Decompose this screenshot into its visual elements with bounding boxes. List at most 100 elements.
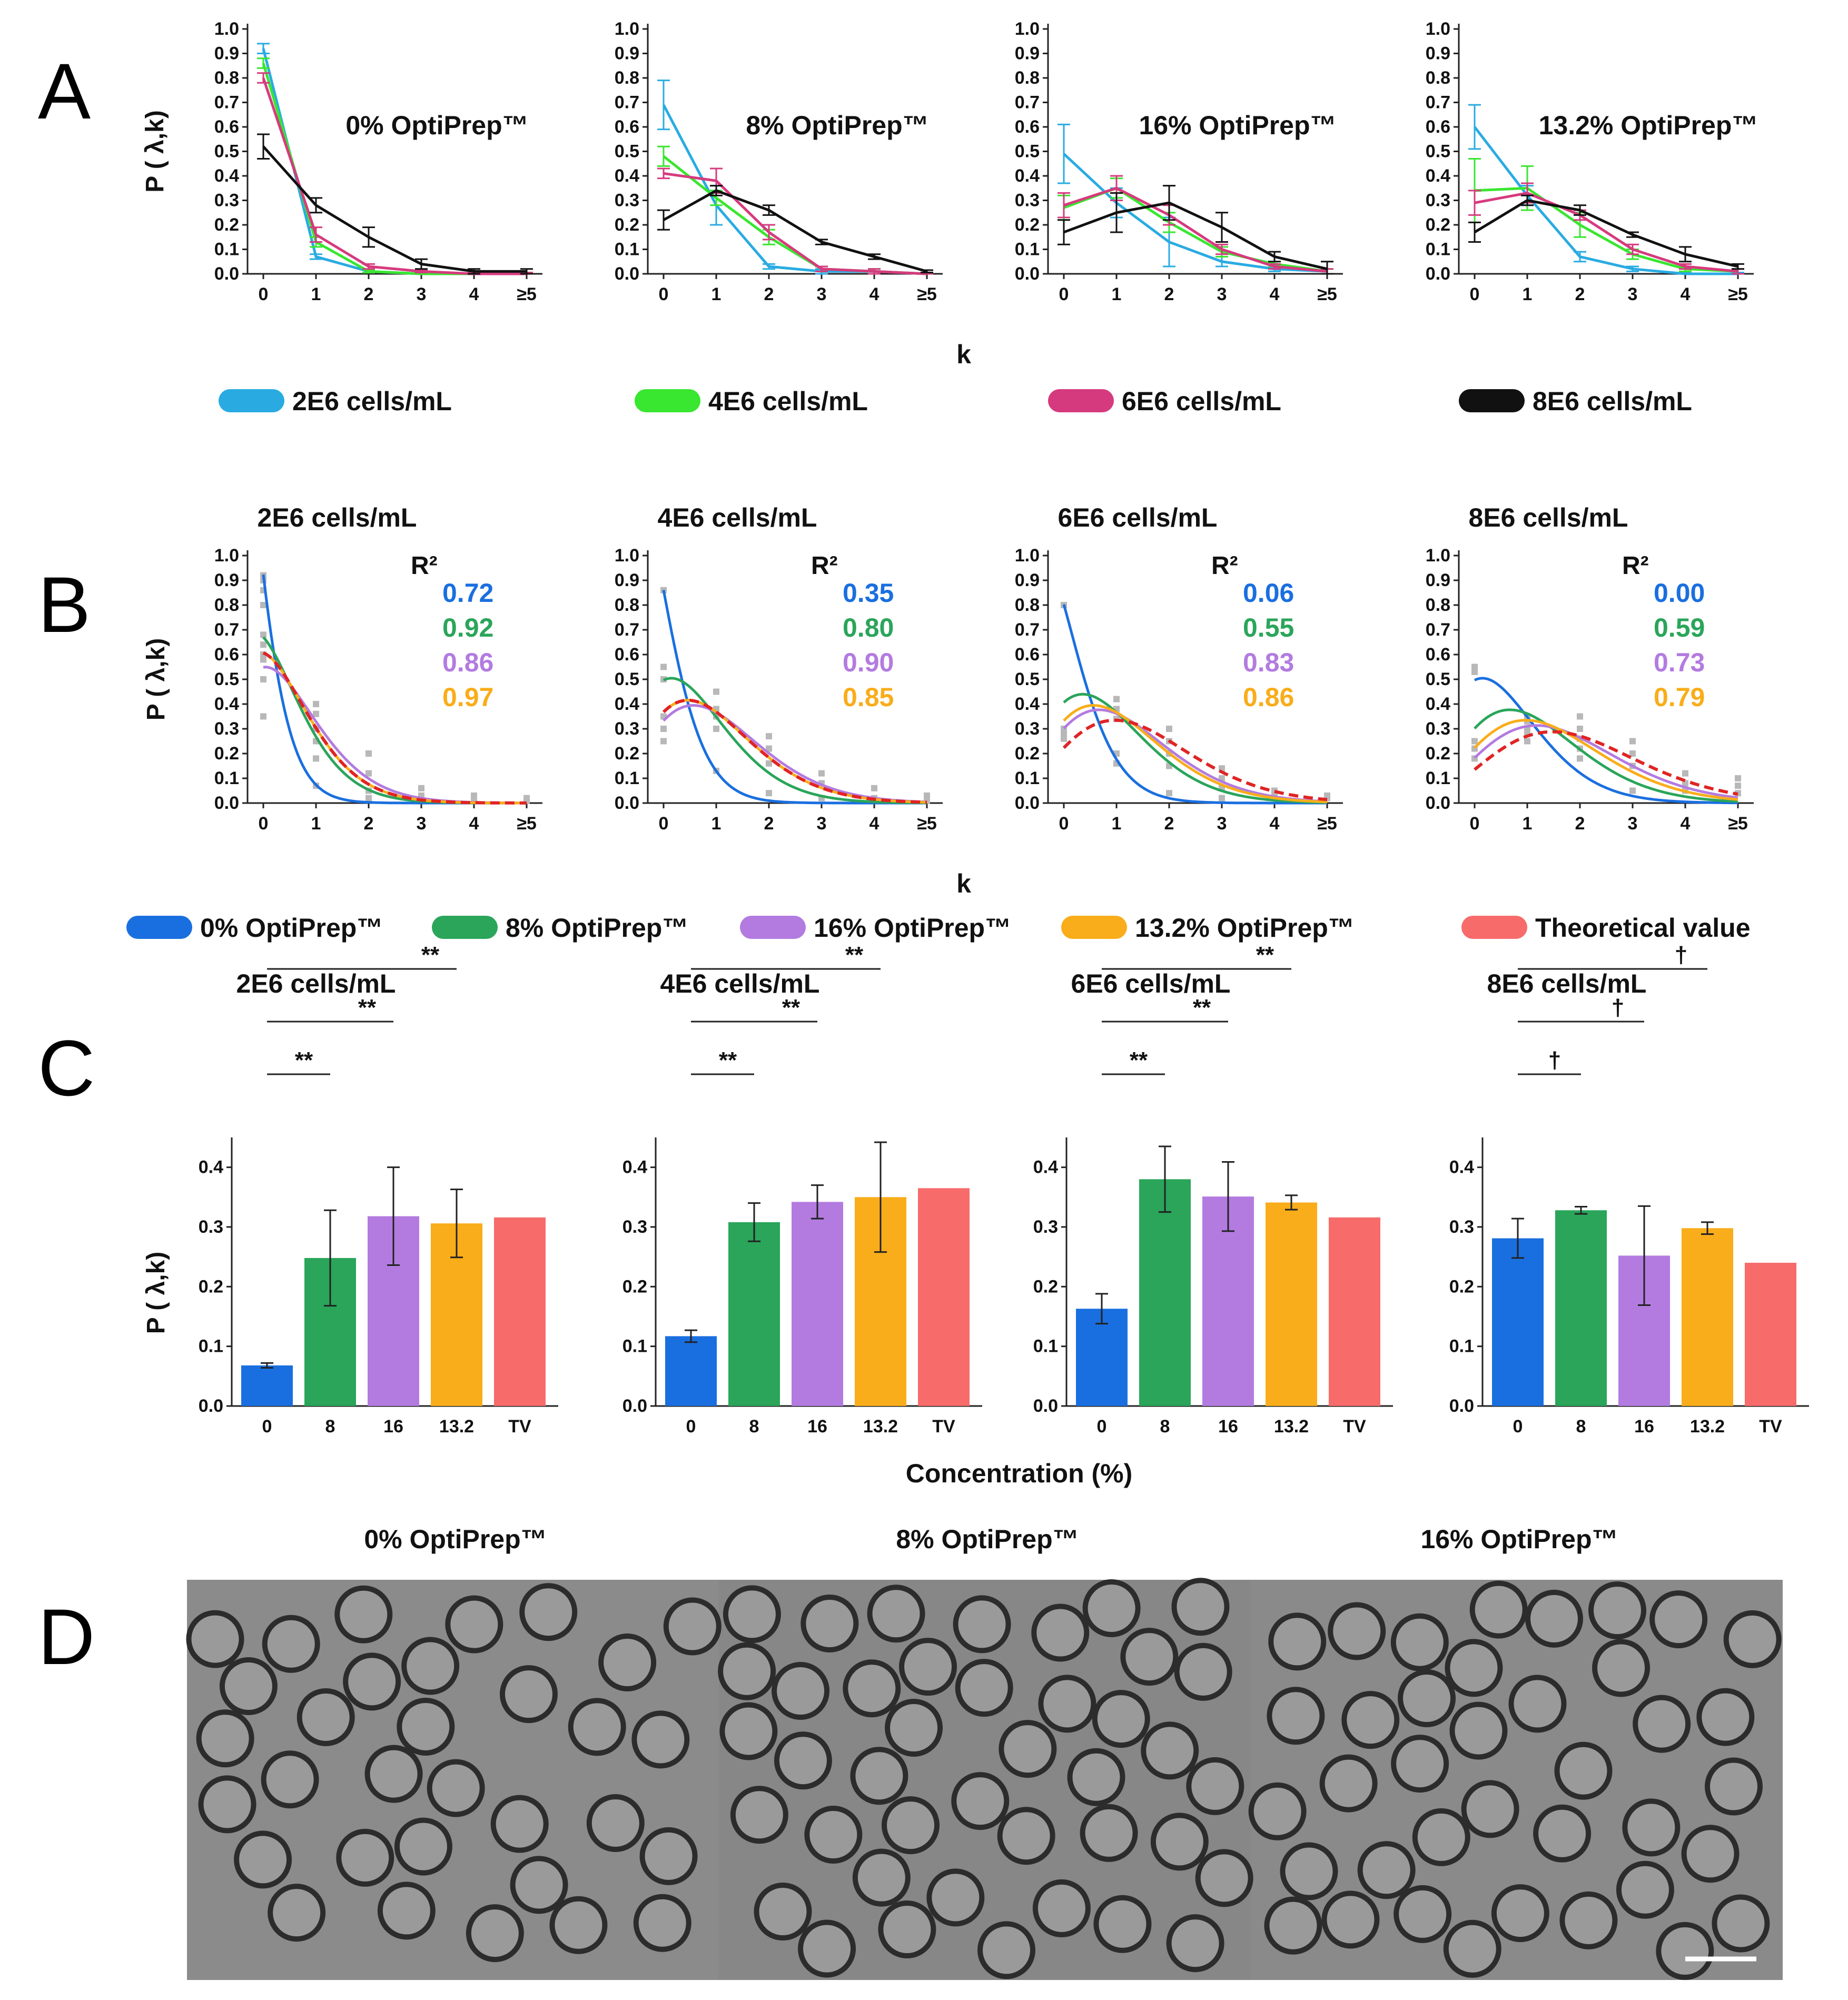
panel-c-sub1-sig-label: ** — [782, 995, 801, 1021]
panel-b-sub1-data-point — [713, 726, 719, 732]
panel-c-sub3-x-tick-label: 8 — [1576, 1417, 1586, 1437]
panel-b-sub2-y-tick-label: 0.0 — [1015, 793, 1040, 813]
panel-c-sub3-sig-label: † — [1612, 995, 1624, 1021]
droplet — [466, 1904, 524, 1963]
droplet — [598, 1633, 657, 1692]
panel-a-sub0-x-tick-label: 2 — [364, 284, 374, 304]
droplet — [730, 1786, 788, 1844]
droplet — [1357, 1841, 1416, 1899]
panel-a-sub0-x-tick-label: 1 — [311, 284, 321, 304]
panel-b-sub0-x-tick-label: 0 — [259, 814, 269, 834]
panel-a-sub2-title: 16% OptiPrep™ — [1139, 111, 1336, 140]
panel-a-sub2-x-tick-label: 4 — [1270, 284, 1280, 304]
panel-b-sub0-data-point — [365, 795, 372, 801]
panel-b-sub1-data-point — [713, 688, 719, 695]
panel-c-sub3-sig-label: † — [1675, 942, 1687, 968]
droplet — [723, 1585, 781, 1643]
droplet — [1341, 1691, 1400, 1749]
panel-c-sub3-x-tick-label: 16 — [1634, 1417, 1654, 1437]
panel-b-sub3-y-tick-label: 0.8 — [1426, 595, 1450, 615]
panel-b-sub0-data-point — [313, 755, 319, 762]
droplet — [1032, 1879, 1091, 1937]
panel-a-sub2-y-tick-label: 0.3 — [1015, 191, 1040, 211]
panel-a-sub1-series-line — [663, 189, 927, 273]
panel-a-sub2-x-tick-label: 3 — [1217, 284, 1227, 304]
panel-a-sub0-series-line — [262, 48, 527, 275]
panel-a-sub0-x-tick-label: ≥5 — [517, 284, 537, 304]
panel-c-sub1-x-tick-label: 16 — [807, 1417, 827, 1437]
panel-a-sub1-x-tick-label: 0 — [659, 284, 669, 304]
panel-a-sub0-y-tick-label: 0.2 — [214, 215, 239, 235]
panel-b-sub1-data-point — [766, 733, 772, 740]
panel-b-sub3-r2-value: 0.79 — [1654, 682, 1705, 712]
panel-b-sub0-y-tick-label: 0.2 — [214, 744, 239, 764]
droplet — [510, 1856, 568, 1914]
droplet — [196, 1709, 254, 1768]
droplet — [186, 1610, 244, 1668]
legend-swatch — [432, 916, 498, 939]
panel-a-sub3-y-tick-label: 0.7 — [1426, 93, 1450, 113]
panel-c-sub3-y-tick-label: 0.2 — [1449, 1276, 1474, 1296]
panel-b-sub3-y-tick-label: 0.5 — [1426, 669, 1450, 689]
panel-b-sub3-y-tick-label: 1.0 — [1426, 546, 1450, 566]
droplet — [1443, 1919, 1501, 1978]
droplet — [1696, 1688, 1755, 1746]
legend-label: 4E6 cells/mL — [708, 387, 868, 416]
panel-b-sub3-y-tick-label: 0.3 — [1426, 719, 1450, 739]
panel-b-sub1-data-point — [924, 792, 930, 799]
panel-c-sub2-title: 6E6 cells/mL — [1071, 969, 1231, 998]
panel-b-sub0-x-tick-label: 4 — [469, 814, 479, 834]
panel-a-sub1-x-tick-label: 4 — [869, 284, 879, 304]
panel-b-sub2-y-tick-label: 1.0 — [1015, 546, 1040, 566]
droplet — [1171, 1578, 1230, 1636]
panel-c-sub3-y-tick-label: 0.1 — [1449, 1336, 1474, 1357]
legend-label: 13.2% OptiPrep™ — [1135, 913, 1355, 943]
droplet — [219, 1657, 278, 1716]
panel-b-sub1-title: 4E6 cells/mL — [658, 503, 817, 532]
panel-a-sub0-y-tick-label: 0.4 — [214, 166, 239, 186]
panel-b-sub1-y-tick-label: 0.0 — [615, 793, 639, 813]
droplet — [262, 1615, 320, 1673]
legend-label: 16% OptiPrep™ — [814, 913, 1011, 943]
panel-c-sub1-x-tick-label: 8 — [749, 1417, 759, 1437]
droplet — [1592, 1639, 1651, 1697]
panel-a-sub3-series-line — [1474, 199, 1738, 268]
panel-b-sub2-y-tick-label: 0.5 — [1015, 669, 1040, 689]
panel-b-sub2: 0.0 0.1 0.2 0.3 0.4 0.5 0.6 0.7 0.8 0.9 1.0 0 1 2 3 4 ≥5… — [1015, 503, 1343, 834]
panel-b-sub0-title: 2E6 cells/mL — [258, 503, 417, 532]
panel-b-sub0-x-tick-label: ≥5 — [517, 814, 537, 834]
droplet — [1031, 1603, 1090, 1662]
panel-a-sub1-series-line — [663, 155, 927, 275]
panel-a-sub2-y-tick-label: 0.6 — [1015, 117, 1040, 137]
panel-a-sub0-title: 0% OptiPrep™ — [345, 111, 528, 140]
droplet — [1166, 1914, 1224, 1973]
panel-a-sub2-x-tick-label: ≥5 — [1317, 284, 1337, 304]
panel-c-sub0-y-tick-label: 0.0 — [199, 1396, 223, 1416]
droplet — [882, 1796, 940, 1855]
panel-c-sub1-sig-label: ** — [719, 1047, 737, 1073]
panel-a-sub2-series-line — [1063, 186, 1328, 273]
panel-a-sub0-y-tick-label: 0.0 — [214, 264, 239, 284]
panel-c-sub3-sig-label: † — [1548, 1047, 1561, 1073]
panel-b-sub2-y-tick-label: 0.9 — [1015, 570, 1040, 590]
panel-a-sub1-x-tick-label: 1 — [711, 284, 722, 304]
droplet — [343, 1652, 401, 1711]
panel-a-sub1-y-tick-label: 0.6 — [615, 117, 639, 137]
panel-b: 0.0 0.1 0.2 0.3 0.4 0.5 0.6 0.7 0.8 0.9 1.0 0 1 2 3 4 ≥5… — [142, 503, 1754, 834]
panel-a-sub2-x-tick-label: 1 — [1112, 284, 1122, 304]
panel-a-sub2-x-tick-label: 2 — [1164, 284, 1174, 304]
panel-b-sub1-x-tick-label: 0 — [659, 814, 669, 834]
panel-c-sub3-y-tick-label: 0.0 — [1449, 1396, 1474, 1416]
droplet — [977, 1921, 1036, 1979]
panel-b-sub0-r2-value: 0.97 — [442, 682, 493, 712]
panel-c-sub0-x-tick-label: 0 — [262, 1417, 272, 1437]
panel-c-sub3-y-tick-label: 0.3 — [1449, 1217, 1474, 1237]
droplet — [955, 1659, 1013, 1717]
panel-b-sub3-data-point — [1629, 738, 1636, 745]
droplet — [850, 1747, 908, 1805]
droplet — [1174, 1642, 1232, 1701]
panel-b-sub2-y-tick-label: 0.1 — [1015, 768, 1040, 788]
panel-c-sub0-sig-label: ** — [358, 995, 377, 1021]
panel-b-sub3-y-tick-label: 0.6 — [1426, 645, 1450, 665]
